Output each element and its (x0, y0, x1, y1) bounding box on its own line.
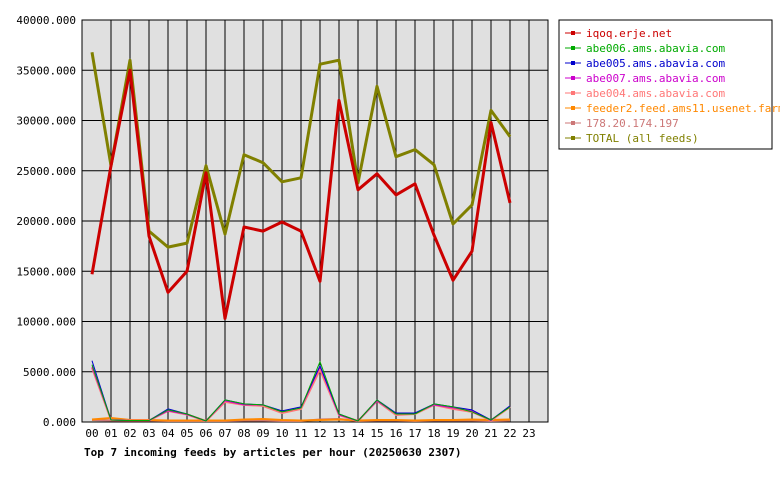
x-tick-label: 04 (161, 427, 175, 440)
series-line (90, 68, 512, 320)
x-tick-label: 23 (522, 427, 535, 440)
legend-label: abe005.ams.abavia.com (586, 57, 725, 70)
legend-marker (571, 46, 575, 50)
x-tick-label: 12 (313, 427, 326, 440)
legend-label: abe007.ams.abavia.com (586, 72, 725, 85)
legend-marker (571, 91, 575, 95)
legend-label: abe006.ams.abavia.com (586, 42, 725, 55)
legend-marker (571, 136, 575, 140)
x-tick-label: 03 (142, 427, 155, 440)
y-axis: 0.000 5000.000 10000.000 15000.000 20000.000… (16, 14, 76, 429)
x-tick-label: 09 (256, 427, 269, 440)
y-tick-label: 15000.000 (16, 265, 76, 278)
x-axis: 00 01 02 03 04 05 06 07 08 09 10 11 12 13 14 15 16 17 18 19… (85, 427, 535, 440)
x-tick-label: 15 (370, 427, 383, 440)
chart-title: Top 7 incoming feeds by articles per hou… (84, 446, 462, 459)
x-tick-label: 07 (218, 427, 231, 440)
x-tick-label: 19 (446, 427, 459, 440)
series-lines (90, 51, 512, 422)
y-tick-label: 40000.000 (16, 14, 76, 27)
y-tick-label: 30000.000 (16, 115, 76, 128)
x-tick-label: 08 (237, 427, 250, 440)
series-line (90, 51, 512, 249)
legend-box (558, 19, 773, 150)
x-tick-label: 01 (104, 427, 117, 440)
legend-label: abe004.ams.abavia.com (586, 87, 725, 100)
x-tick-label: 17 (408, 427, 421, 440)
x-tick-label: 20 (465, 427, 478, 440)
legend-marker (571, 121, 575, 125)
legend-marker (571, 76, 575, 80)
x-tick-label: 06 (199, 427, 212, 440)
y-tick-label: 35000.000 (16, 64, 76, 77)
legend-marker (571, 31, 575, 35)
x-tick-label: 00 (85, 427, 98, 440)
x-tick-label: 14 (351, 427, 365, 440)
x-tick-label: 16 (389, 427, 402, 440)
legend-label: TOTAL (all feeds) (586, 132, 699, 145)
x-tick-label: 11 (294, 427, 307, 440)
y-tick-label: 20000.000 (16, 215, 76, 228)
legend-label: feeder2.feed.ams11.usenet.farm (586, 102, 780, 115)
series-line (91, 361, 511, 422)
y-tick-label: 10000.000 (16, 316, 76, 329)
y-tick-label: 25000.000 (16, 165, 76, 178)
series-line (91, 417, 511, 422)
legend-marker (571, 61, 575, 65)
x-tick-label: 13 (332, 427, 345, 440)
x-tick-label: 21 (484, 427, 497, 440)
legend: iqoq.erje.net abe006.ams.abavia.com abe005… (558, 19, 780, 150)
x-tick-label: 18 (427, 427, 440, 440)
x-tick-label: 02 (123, 427, 136, 440)
legend-label: 178.20.174.197 (586, 117, 679, 130)
y-tick-label: 5000.000 (23, 366, 76, 379)
x-tick-label: 05 (180, 427, 193, 440)
legend-marker (571, 106, 575, 110)
legend-label: iqoq.erje.net (586, 27, 672, 40)
x-tick-label: 10 (275, 427, 288, 440)
x-tick-label: 22 (503, 427, 516, 440)
y-tick-label: 0.000 (43, 416, 76, 429)
